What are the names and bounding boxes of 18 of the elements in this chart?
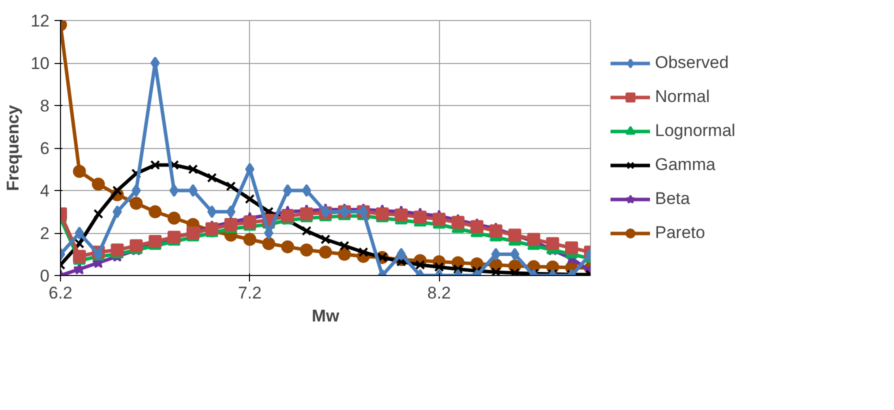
legend-label: Pareto [655,222,706,242]
legend-label: Beta [655,188,690,208]
y-tick-label: 6 [40,139,50,158]
legend-label: Normal [655,86,710,106]
legend-label: Lognormal [655,120,736,140]
y-tick-label: 12 [30,12,50,30]
legend-label: Gamma [655,154,716,174]
x-tick-label: 6.2 [48,284,72,302]
legend-label: Observed [655,52,729,72]
x-axis-title: Mw [312,306,340,326]
y-tick-label: 0 [40,266,50,286]
y-tick-label: 10 [30,54,50,73]
y-tick-label: 8 [40,96,50,116]
y-axis-title: Frequency [4,104,23,191]
x-tick-label: 7.2 [238,284,262,302]
y-tick-label: 4 [40,182,50,200]
x-tick-label: 8.2 [427,284,451,302]
y-tick-label: 2 [40,224,50,243]
